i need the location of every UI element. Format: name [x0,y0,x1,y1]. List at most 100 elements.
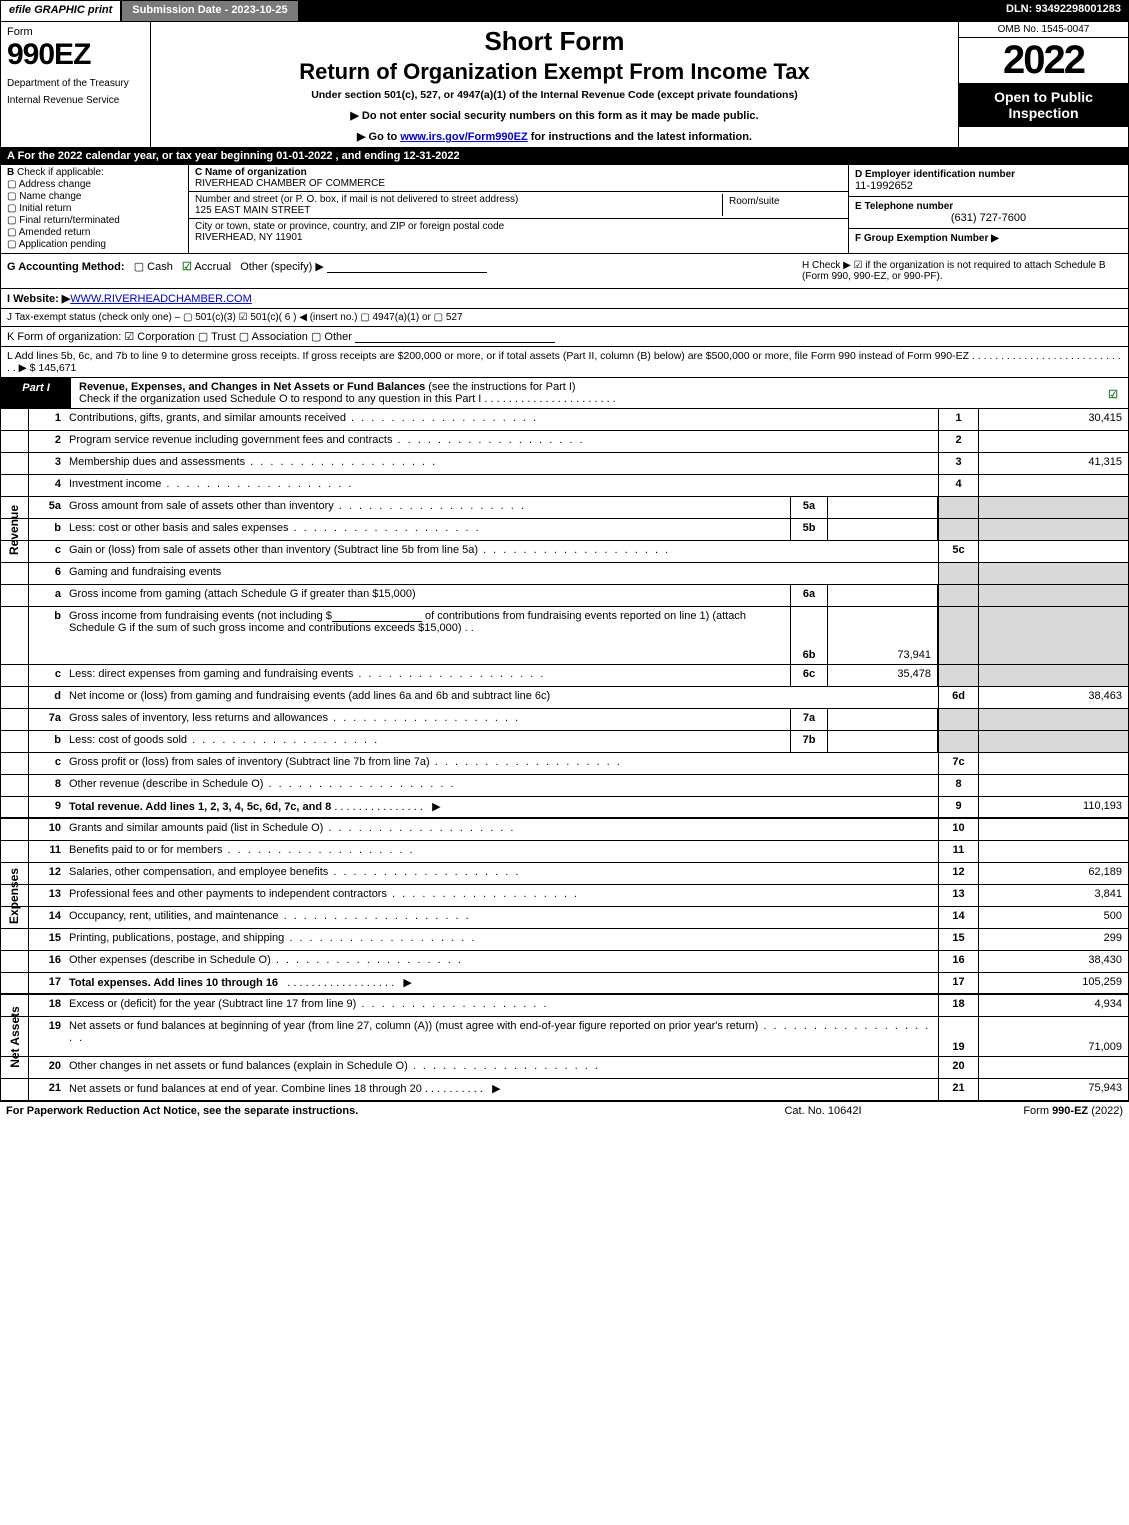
line-6a: a Gross income from gaming (attach Sched… [1,585,1128,607]
footer-formref: Form 990-EZ (2022) [923,1105,1123,1117]
city-label: City or town, state or province, country… [195,221,842,232]
h-schedule-b: H Check ▶ ☑ if the organization is not r… [802,260,1122,282]
g-accrual[interactable]: Accrual [194,261,231,273]
line-6: 6 Gaming and fundraising events [1,563,1128,585]
amt-1: 30,415 [978,409,1128,430]
ledger-table: 1 Contributions, gifts, grants, and simi… [0,409,1129,1101]
submission-date: Submission Date - 2023-10-25 [121,0,298,22]
amt-3: 41,315 [978,453,1128,474]
col-def: D Employer identification number 11-1992… [848,165,1128,253]
row-j-tax-status: J Tax-exempt status (check only one) – ▢… [0,309,1129,327]
amt-17: 105,259 [978,973,1128,993]
col-b-checkboxes: B Check if applicable: ▢ Address change … [1,165,189,253]
line-6b: b Gross income from fundraising events (… [1,607,1128,665]
line-3: 3 Membership dues and assessments 3 41,3… [1,453,1128,475]
dln-label: DLN: 93492298001283 [998,0,1129,22]
title-short-form: Short Form [157,26,952,57]
line-1: 1 Contributions, gifts, grants, and simi… [1,409,1128,431]
line-13: Expenses 13 Professional fees and other … [1,885,1128,907]
efile-label[interactable]: efile GRAPHIC print [0,0,121,22]
side-expenses: Expenses [8,867,22,923]
amt-7c [978,753,1128,774]
omb-number: OMB No. 1545-0047 [959,22,1128,38]
part-i-title: Revenue, Expenses, and Changes in Net As… [79,381,425,393]
line-5a: 5a Gross amount from sale of assets othe… [1,497,1128,519]
chk-final-return[interactable]: ▢ Final return/terminated [7,215,182,226]
chk-initial-return[interactable]: ▢ Initial return [7,203,182,214]
line-10: 10 Grants and similar amounts paid (list… [1,819,1128,841]
title-return: Return of Organization Exempt From Incom… [157,59,952,85]
amt-8 [978,775,1128,796]
line-4: 4 Investment income 4 [1,475,1128,497]
row-k-form-org: K Form of organization: ☑ Corporation ▢ … [0,327,1129,347]
part-i-check-icon[interactable]: ☑ [1108,389,1118,401]
amt-13: 3,841 [978,885,1128,906]
amt-4 [978,475,1128,496]
line-14: 14 Occupancy, rent, utilities, and maint… [1,907,1128,929]
form-number: 990EZ [7,38,144,72]
line-2: 2 Program service revenue including gove… [1,431,1128,453]
tax-year: 2022 [959,38,1128,83]
val-6c: 35,478 [828,665,938,686]
chk-name-change[interactable]: ▢ Name change [7,191,182,202]
footer-paperwork: For Paperwork Reduction Act Notice, see … [6,1105,723,1117]
page-footer: For Paperwork Reduction Act Notice, see … [0,1101,1129,1120]
line-7a: 7a Gross sales of inventory, less return… [1,709,1128,731]
goto-pre: ▶ Go to [357,131,400,143]
note-goto: ▶ Go to www.irs.gov/Form990EZ for instru… [157,130,952,143]
amt-15: 299 [978,929,1128,950]
side-net-assets: Net Assets [8,1006,22,1068]
row-gh: G Accounting Method: ▢ Cash ☑ Accrual Ot… [0,254,1129,289]
col-c-org: C Name of organization RIVERHEAD CHAMBER… [189,165,848,253]
row-a-tax-year: A For the 2022 calendar year, or tax yea… [0,148,1129,165]
line-16: 16 Other expenses (describe in Schedule … [1,951,1128,973]
b-sub: Check if applicable: [17,167,104,178]
line-20: 20 Other changes in net assets or fund b… [1,1057,1128,1079]
e-label: E Telephone number [855,201,1122,212]
dept-irs: Internal Revenue Service [7,95,144,106]
amt-6d: 38,463 [978,687,1128,708]
part-i-note: (see the instructions for Part I) [428,381,575,393]
amt-16: 38,430 [978,951,1128,972]
c-label: C Name of organization [195,167,842,178]
chk-address-change[interactable]: ▢ Address change [7,179,182,190]
dept-treasury: Department of the Treasury [7,78,144,89]
ein-val: 11-1992652 [855,180,1122,192]
line-5c: c Gain or (loss) from sale of assets oth… [1,541,1128,563]
amt-21: 75,943 [978,1079,1128,1100]
gross-receipts-amt: $ 145,671 [30,362,77,374]
val-6b: 73,941 [828,607,938,664]
line-11: 11 Benefits paid to or for members 11 [1,841,1128,863]
g-accounting: G Accounting Method: ▢ Cash ☑ Accrual Ot… [7,260,802,282]
website-link[interactable]: WWW.RIVERHEADCHAMBER.COM [70,293,252,305]
line-6c: c Less: direct expenses from gaming and … [1,665,1128,687]
amt-19: 71,009 [978,1017,1128,1056]
form-word: Form [7,26,144,38]
amt-18: 4,934 [978,995,1128,1016]
note-ssn: ▶ Do not enter social security numbers o… [157,109,952,122]
irs-link[interactable]: www.irs.gov/Form990EZ [400,131,527,143]
addr-label: Number and street (or P. O. box, if mail… [195,194,722,205]
goto-post: for instructions and the latest informat… [528,131,752,143]
form-header: Form 990EZ Department of the Treasury In… [0,22,1129,148]
chk-application-pending[interactable]: ▢ Application pending [7,239,182,250]
line-6d: d Net income or (loss) from gaming and f… [1,687,1128,709]
part-i-tab: Part I [1,378,71,408]
line-17: 17 Total expenses. Add lines 10 through … [1,973,1128,995]
part-i-header: Part I Revenue, Expenses, and Changes in… [0,378,1129,409]
city-val: RIVERHEAD, NY 11901 [195,232,842,243]
chk-amended-return[interactable]: ▢ Amended return [7,227,182,238]
amt-11 [978,841,1128,862]
b-label: B [7,167,14,178]
part-i-check-line: Check if the organization used Schedule … [79,393,616,405]
line-7b: b Less: cost of goods sold 7b [1,731,1128,753]
g-cash[interactable]: Cash [147,261,173,273]
amt-20 [978,1057,1128,1078]
line-8: 8 Other revenue (describe in Schedule O)… [1,775,1128,797]
amt-9: 110,193 [978,797,1128,817]
line-12: 12 Salaries, other compensation, and emp… [1,863,1128,885]
footer-catno: Cat. No. 10642I [723,1105,923,1117]
f-label: F Group Exemption Number ▶ [855,233,1122,244]
side-revenue: Revenue [8,504,22,554]
g-other[interactable]: Other (specify) ▶ [240,261,324,273]
